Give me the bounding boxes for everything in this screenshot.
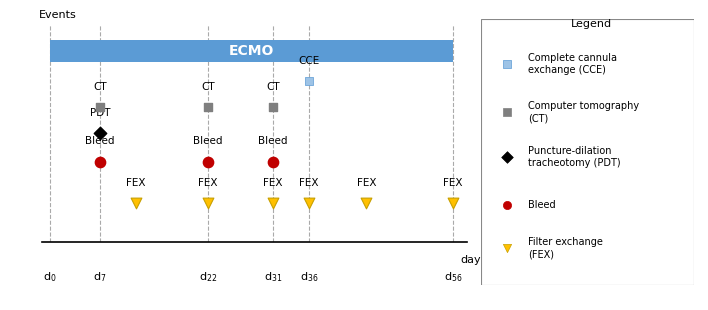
Text: Bleed: Bleed (528, 200, 556, 210)
Text: ECMO: ECMO (229, 44, 274, 58)
Bar (50, 40, 453, 62)
Text: Filter exchange
(FEX): Filter exchange (FEX) (528, 237, 603, 259)
Text: FEX: FEX (198, 178, 218, 188)
Text: Bleed: Bleed (258, 136, 287, 146)
Point (267, 159, 278, 164)
Point (303, 200, 314, 205)
Text: CT: CT (201, 82, 215, 92)
Point (202, 105, 214, 110)
Text: $\mathrm{d}_{36}$: $\mathrm{d}_{36}$ (299, 270, 318, 284)
Point (303, 79, 314, 84)
Point (501, 61, 513, 66)
Point (94, 131, 105, 136)
Text: CT: CT (266, 82, 280, 92)
Text: Legend: Legend (571, 19, 612, 29)
Point (501, 246, 513, 250)
Point (361, 200, 372, 205)
Point (94, 105, 105, 110)
Point (447, 200, 459, 205)
Text: Complete cannula
exchange (CCE): Complete cannula exchange (CCE) (528, 53, 617, 75)
Text: CT: CT (93, 82, 107, 92)
Text: $\mathrm{d}_{0}$: $\mathrm{d}_{0}$ (43, 270, 57, 284)
Text: CCE: CCE (298, 56, 319, 66)
Text: Events: Events (39, 11, 76, 20)
Point (501, 203, 513, 208)
Text: Bleed: Bleed (86, 136, 115, 146)
Point (267, 105, 278, 110)
Point (94, 159, 105, 164)
Point (501, 155, 513, 160)
Text: FEX: FEX (443, 178, 462, 188)
Text: FEX: FEX (126, 178, 146, 188)
Text: $\mathrm{d}_{56}$: $\mathrm{d}_{56}$ (444, 270, 462, 284)
Text: $\mathrm{d}_{31}$: $\mathrm{d}_{31}$ (263, 270, 282, 284)
Point (202, 159, 214, 164)
Point (267, 200, 278, 205)
Point (501, 109, 513, 114)
Text: FEX: FEX (263, 178, 282, 188)
Text: $\mathrm{d}_{7}$: $\mathrm{d}_{7}$ (93, 270, 107, 284)
Text: Bleed: Bleed (193, 136, 223, 146)
Point (130, 200, 142, 205)
Text: $\mathrm{d}_{22}$: $\mathrm{d}_{22}$ (199, 270, 217, 284)
Text: FEX: FEX (357, 178, 376, 188)
Point (202, 200, 214, 205)
Text: PDT: PDT (90, 108, 110, 118)
Text: day: day (460, 255, 481, 265)
Text: Puncture-dilation
tracheotomy (PDT): Puncture-dilation tracheotomy (PDT) (528, 146, 621, 168)
Text: FEX: FEX (299, 178, 319, 188)
Text: Computer tomography
(CT): Computer tomography (CT) (528, 101, 639, 123)
